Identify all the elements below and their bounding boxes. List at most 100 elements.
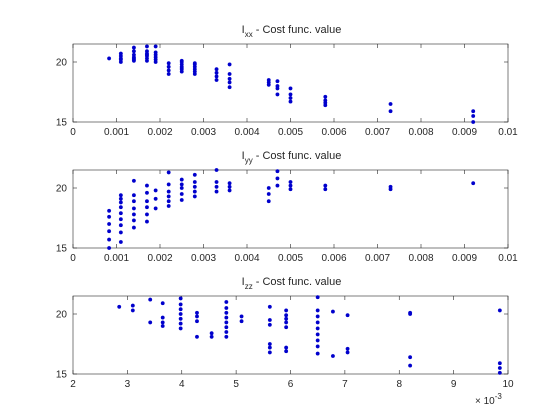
ixx-data-point xyxy=(153,50,158,55)
iyy-data-point xyxy=(275,169,280,174)
iyy-data-point xyxy=(118,205,123,210)
ixx-data-point xyxy=(144,52,149,57)
iyy-data-point xyxy=(144,183,149,188)
ixx-x-tick-label: 0.007 xyxy=(365,127,390,138)
ixx-data-point xyxy=(227,72,232,76)
ixx-data-point xyxy=(288,99,293,104)
izz-data-point xyxy=(497,361,502,366)
ixx-data-point xyxy=(323,98,328,103)
izz-data-point xyxy=(224,320,229,325)
ixx-data-point xyxy=(166,68,171,73)
iyy-x-tick-label: 0.009 xyxy=(452,253,477,264)
izz-data-point xyxy=(408,355,413,360)
izz-data-point xyxy=(315,320,320,325)
izz-data-point xyxy=(224,330,229,334)
iyy-data-point xyxy=(179,177,184,182)
izz-plot-frame xyxy=(72,295,509,375)
iyy-data-point xyxy=(107,229,112,234)
iyy-data-point xyxy=(192,184,197,189)
izz-x-tick-label: 5 xyxy=(233,379,239,390)
ixx-data-point xyxy=(153,44,158,49)
ixx-data-point xyxy=(166,61,171,66)
izz-data-point xyxy=(178,316,183,321)
izz-x-tick-label: 8 xyxy=(396,379,402,390)
izz-data-point xyxy=(497,366,502,370)
izz-data-point xyxy=(160,324,165,328)
ixx-title: Ixx - Cost func. value xyxy=(242,24,342,39)
izz-data-point xyxy=(160,320,165,325)
iyy-data-point xyxy=(227,181,232,186)
izz-data-point xyxy=(315,332,320,337)
iyy-data-point xyxy=(153,188,158,193)
izz-data-point xyxy=(284,320,289,325)
izz-data-point xyxy=(160,301,165,306)
izz-data-point xyxy=(284,349,289,354)
izz-data-point xyxy=(117,304,122,309)
iyy-x-tick-label: 0.005 xyxy=(278,253,303,264)
izz-data-point xyxy=(267,304,272,309)
ixx-x-tick-label: 0.009 xyxy=(452,127,477,138)
iyy-data-point xyxy=(131,225,136,230)
axes-iyy: 0 0.001 0.002 0.003 0.004 0.005 0.006 0.007 0.00… xyxy=(56,150,518,264)
izz-data-point xyxy=(284,316,289,321)
iyy-data-point xyxy=(131,178,136,183)
izz-data-point xyxy=(284,308,289,313)
izz-data-point xyxy=(224,334,229,339)
izz-data-point xyxy=(178,296,183,301)
iyy-data-point xyxy=(214,180,219,184)
izz-data-point xyxy=(284,345,289,350)
iyy-data-point xyxy=(214,184,219,189)
izz-y-tick-label: 20 xyxy=(56,310,68,321)
ixx-data-point xyxy=(471,109,476,114)
iyy-data-point xyxy=(471,181,476,186)
iyy-data-point xyxy=(153,206,158,211)
izz-x-tick-label: 7 xyxy=(342,379,348,390)
izz-data-point xyxy=(195,310,199,315)
iyy-data-point xyxy=(179,192,184,196)
ixx-data-point xyxy=(131,52,136,57)
iyy-data-point xyxy=(179,186,184,190)
iyy-data-point xyxy=(144,205,149,210)
iyy-data-point xyxy=(107,208,112,213)
izz-x-exponent-label: × 10-3 xyxy=(475,392,502,407)
izz-data-point xyxy=(195,334,199,339)
ixx-x-tick-label: 0.003 xyxy=(191,127,216,138)
ixx-data-point xyxy=(288,92,293,97)
ixx-data-point xyxy=(323,94,328,99)
izz-data-point xyxy=(178,321,183,326)
iyy-data-point xyxy=(266,192,271,196)
izz-data-point xyxy=(315,326,320,331)
izz-data-point xyxy=(224,310,229,315)
ixx-data-point xyxy=(275,79,280,84)
iyy-data-point xyxy=(131,193,136,198)
ixx-data-point xyxy=(118,60,123,64)
iyy-data-point xyxy=(118,217,123,222)
ixx-data-point xyxy=(471,114,476,118)
iyy-data-point xyxy=(118,200,123,205)
iyy-data-point xyxy=(179,182,184,187)
izz-data-point xyxy=(315,314,320,319)
iyy-data-point xyxy=(131,206,136,211)
iyy-data-point xyxy=(118,193,123,198)
izz-data-point xyxy=(209,331,214,336)
ixx-data-point xyxy=(166,64,171,69)
izz-data-point xyxy=(130,308,135,313)
iyy-y-tick-label: 20 xyxy=(56,184,68,195)
izz-data-point xyxy=(178,307,183,312)
ixx-data-point xyxy=(118,51,123,56)
iyy-data-point xyxy=(144,199,149,204)
iyy-data-point xyxy=(214,168,219,172)
iyy-x-tick-label: 0.006 xyxy=(321,253,346,264)
iyy-data-point xyxy=(131,212,136,217)
iyy-y-tick-label: 15 xyxy=(56,244,68,255)
iyy-data-point xyxy=(388,184,393,189)
ixx-data-point xyxy=(179,66,184,70)
ixx-data-point xyxy=(275,84,280,88)
iyy-data-point xyxy=(118,240,123,244)
iyy-data-point xyxy=(118,223,123,228)
ixx-x-tick-label: 0.005 xyxy=(278,127,303,138)
ixx-data-point xyxy=(144,44,149,49)
izz-data-point xyxy=(497,308,502,313)
izz-data-point xyxy=(315,338,320,343)
